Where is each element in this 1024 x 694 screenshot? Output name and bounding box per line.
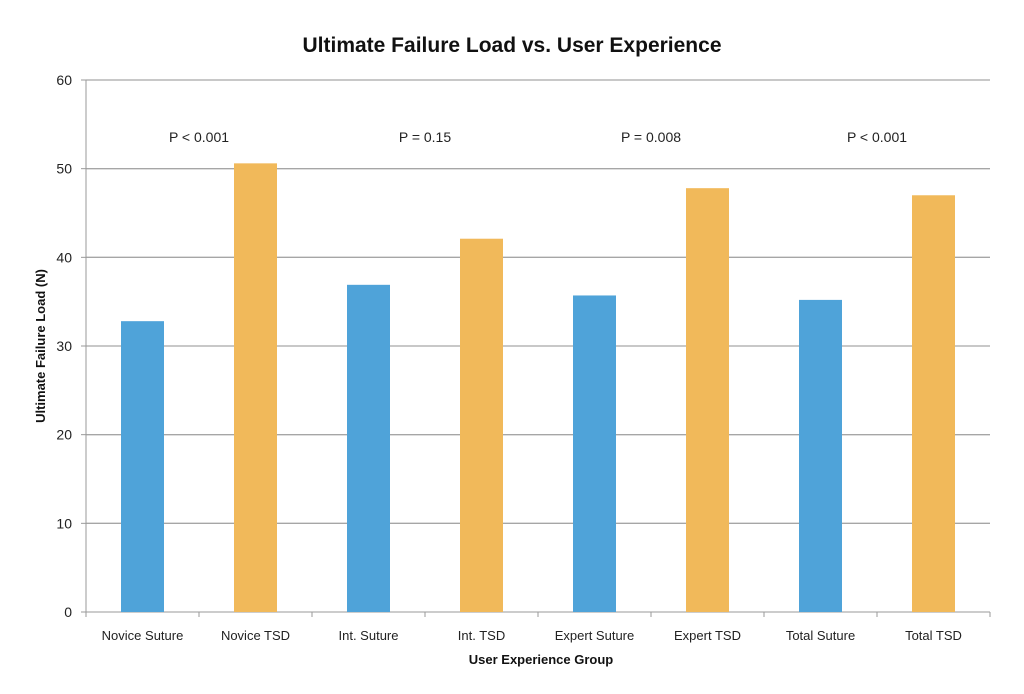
y-axis-label: Ultimate Failure Load (N) bbox=[33, 269, 48, 423]
p-value-label: P < 0.001 bbox=[847, 129, 907, 145]
y-tick-label: 40 bbox=[56, 249, 72, 265]
x-tick-label: Novice TSD bbox=[221, 628, 290, 643]
x-tick-label: Total TSD bbox=[905, 628, 962, 643]
x-tick-label: Novice Suture bbox=[102, 628, 184, 643]
y-tick-label: 10 bbox=[56, 515, 72, 531]
p-value-label: P = 0.008 bbox=[621, 129, 681, 145]
x-tick-label: Expert Suture bbox=[555, 628, 635, 643]
bar bbox=[234, 163, 277, 612]
axes bbox=[81, 79, 991, 617]
bar bbox=[347, 284, 390, 612]
x-tick-label: Int. Suture bbox=[339, 628, 399, 643]
x-tick-label: Expert TSD bbox=[674, 628, 741, 643]
chart-title: Ultimate Failure Load vs. User Experienc… bbox=[303, 34, 722, 57]
gridlines bbox=[86, 79, 990, 524]
y-tick-label: 30 bbox=[56, 338, 72, 354]
y-tick-label: 20 bbox=[56, 427, 72, 443]
x-tick-labels: Novice Suture Novice TSD Int. Suture Int. T… bbox=[102, 628, 962, 643]
bar bbox=[912, 195, 955, 612]
bars bbox=[121, 163, 955, 613]
bar bbox=[460, 238, 503, 613]
bar bbox=[573, 295, 616, 612]
bar bbox=[799, 299, 842, 612]
y-tick-label: 50 bbox=[56, 161, 72, 177]
y-tick-label: 60 bbox=[56, 72, 72, 88]
y-tick-label: 0 bbox=[64, 604, 72, 620]
p-value-label: P < 0.001 bbox=[169, 129, 229, 145]
x-axis-label: User Experience Group bbox=[469, 652, 614, 667]
y-tick-labels: 0 10 20 30 40 50 60 bbox=[56, 72, 72, 620]
p-value-label: P = 0.15 bbox=[399, 129, 452, 145]
x-tick-label: Total Suture bbox=[786, 628, 855, 643]
bar bbox=[121, 321, 164, 612]
x-tick-label: Int. TSD bbox=[458, 628, 505, 643]
p-value-annotations: P < 0.001 P = 0.15 P = 0.008 P < 0.001 bbox=[169, 129, 907, 145]
bar bbox=[686, 188, 729, 612]
